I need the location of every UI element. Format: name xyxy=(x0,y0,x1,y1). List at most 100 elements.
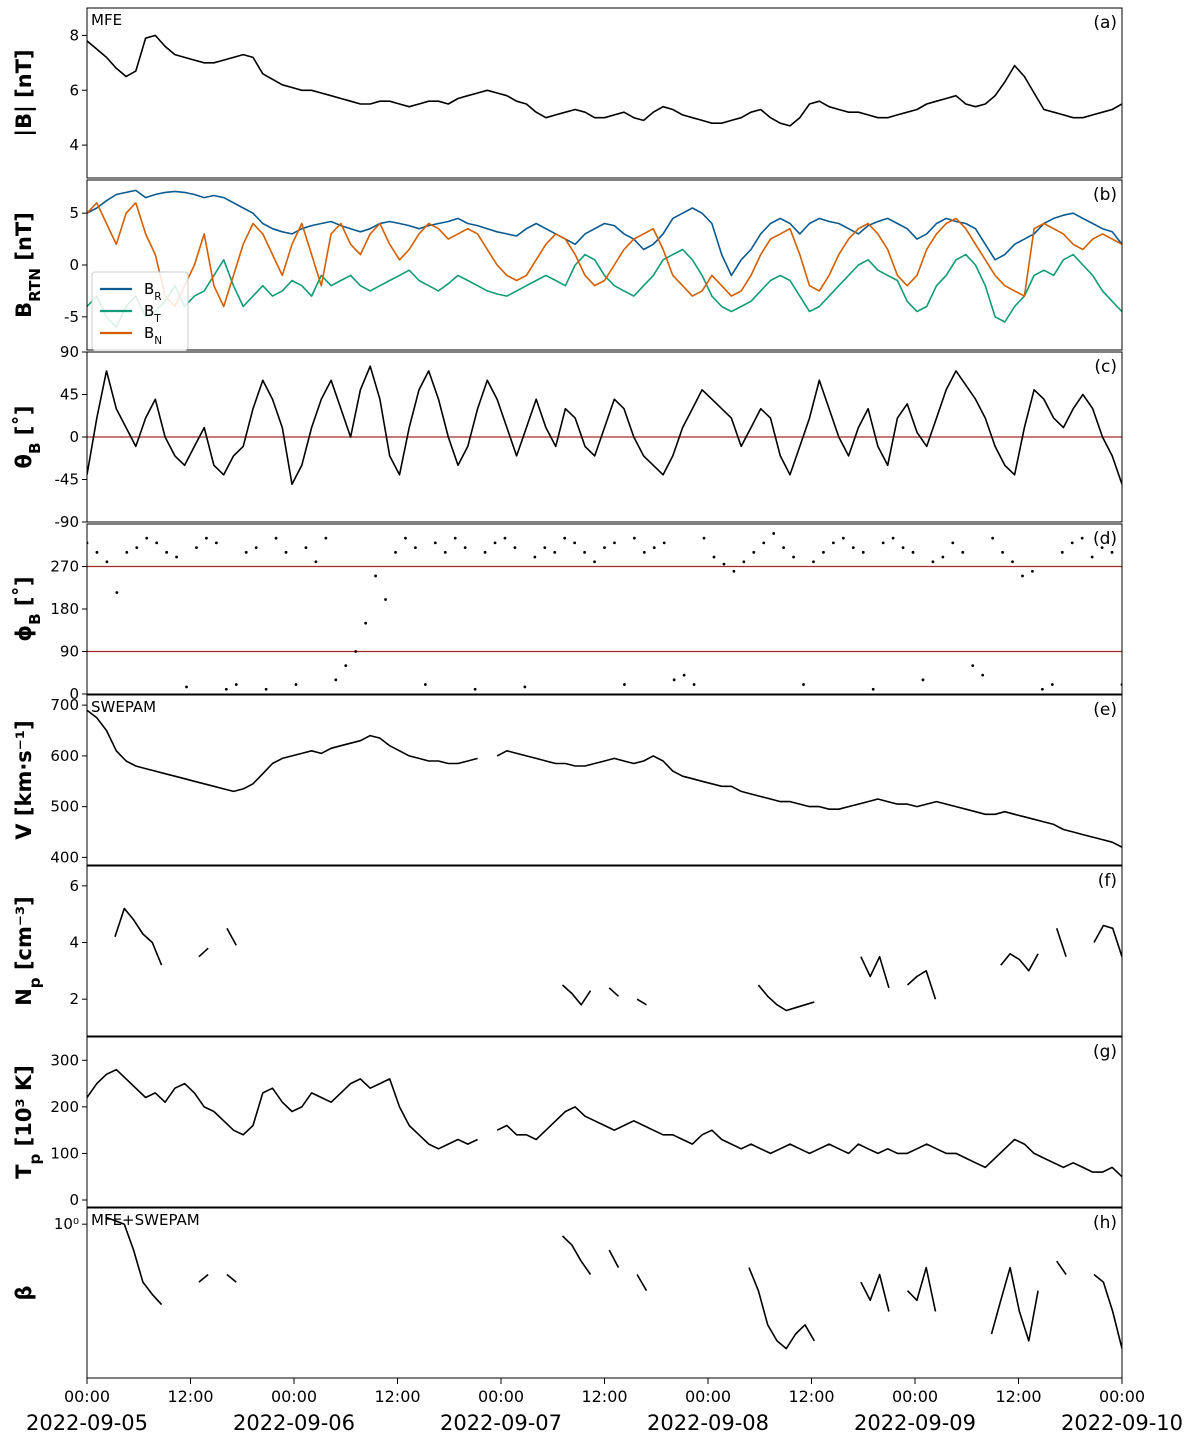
y-tick-label: 180 xyxy=(50,600,79,618)
legend-entry: BT xyxy=(144,302,161,325)
data-point xyxy=(304,546,308,550)
y-tick-label: 600 xyxy=(50,747,79,765)
panel-label: (f) xyxy=(1098,871,1117,891)
data-point xyxy=(871,687,875,691)
y-axis-label: Np [cm⁻³] xyxy=(12,896,44,1006)
y-tick-label: 270 xyxy=(50,558,79,576)
data-point xyxy=(254,546,258,550)
data-point xyxy=(344,664,348,668)
data-point xyxy=(573,541,577,545)
data-point xyxy=(443,550,447,554)
data-point xyxy=(364,621,368,625)
data-point xyxy=(1050,683,1054,686)
axes-frame xyxy=(86,179,1123,351)
data-point xyxy=(792,555,795,559)
y-tick-label: -45 xyxy=(55,471,80,489)
series-line-br xyxy=(87,189,1122,277)
axes-frame xyxy=(86,7,1123,179)
panel-g: 0 100 200 300 Tp [10³ K] (g) xyxy=(12,1036,1123,1209)
y-tick-label: 400 xyxy=(50,848,79,866)
data-point xyxy=(891,536,895,540)
data-point xyxy=(732,569,736,573)
data-point xyxy=(384,598,387,601)
x-tick-time: 00:00 xyxy=(685,1387,731,1406)
data-point xyxy=(155,541,159,545)
data-point xyxy=(314,560,318,564)
data-point xyxy=(1060,550,1064,554)
y-tick-label: 4 xyxy=(69,136,79,154)
panel-label: (b) xyxy=(1093,185,1117,205)
y-tick-label: 700 xyxy=(50,696,79,714)
data-point xyxy=(1040,687,1044,691)
y-tick-label: 100 xyxy=(50,1144,79,1162)
legend-entry: BR xyxy=(144,280,162,303)
data-point xyxy=(583,550,586,554)
y-tick-label: 90 xyxy=(60,343,79,361)
panel-e: 400 500 600 700 V [km·s⁻¹] (e) SWEPAM xyxy=(12,694,1123,866)
data-point xyxy=(513,546,517,550)
instrument-label: MFE+SWEPAM xyxy=(91,1211,200,1229)
y-axis-label: Tp [10³ K] xyxy=(12,1065,44,1179)
data-point xyxy=(95,550,99,554)
data-point xyxy=(613,541,616,545)
y-axis-label: |B| [nT] xyxy=(12,49,37,136)
data-point xyxy=(841,536,845,540)
y-tick-label: 6 xyxy=(69,81,79,99)
series-line-a-0 xyxy=(87,34,1122,127)
data-point xyxy=(772,532,776,535)
y-tick-label: 0 xyxy=(69,256,79,274)
data-point xyxy=(553,550,557,554)
y-tick-label: 6 xyxy=(69,877,79,895)
x-tick-date: 2022-09-06 xyxy=(233,1411,355,1435)
data-point xyxy=(971,664,975,668)
axes-frame xyxy=(86,865,1123,1037)
series-line-e-0 xyxy=(87,709,1122,848)
y-tick-label: 8 xyxy=(69,26,79,44)
data-point xyxy=(722,562,726,566)
data-point xyxy=(831,541,835,545)
series-line-bn xyxy=(87,202,1122,308)
data-point xyxy=(802,683,805,686)
panel-h: 10⁰ β (h) MFE+SWEPAM xyxy=(12,1207,1123,1379)
data-point xyxy=(1080,536,1084,540)
data-point xyxy=(205,536,208,540)
series-line-bt xyxy=(87,248,1122,328)
data-point xyxy=(991,536,995,540)
axes-frame xyxy=(86,523,1123,695)
legend-entry: BN xyxy=(144,324,162,347)
series-line-f-0 xyxy=(114,907,1122,1012)
data-point xyxy=(981,673,985,677)
data-point xyxy=(712,555,716,559)
data-point xyxy=(1031,569,1034,573)
data-point xyxy=(165,550,169,554)
y-tick-label: 0 xyxy=(69,1191,79,1209)
panel-f: 2 4 6 Np [cm⁻³] (f) xyxy=(12,865,1123,1037)
data-point xyxy=(1110,550,1114,554)
data-point xyxy=(642,550,646,554)
panel-a: 4 6 8 |B| [nT] (a) MFE xyxy=(12,7,1123,179)
data-point xyxy=(861,550,865,554)
panel-label: (c) xyxy=(1094,357,1117,377)
x-tick-date: 2022-09-08 xyxy=(647,1411,769,1435)
y-tick-label: -5 xyxy=(64,308,79,326)
x-tick-time: 00:00 xyxy=(64,1387,110,1406)
plot-area-e xyxy=(87,709,1122,848)
panel-label: (e) xyxy=(1093,700,1117,720)
data-point xyxy=(105,560,109,564)
data-point xyxy=(702,536,706,540)
data-point xyxy=(264,687,268,691)
data-point xyxy=(563,536,567,540)
data-point xyxy=(493,541,497,545)
data-point xyxy=(135,546,139,550)
plot-area-g xyxy=(87,1068,1122,1178)
data-point xyxy=(214,541,218,545)
x-tick-time: 00:00 xyxy=(892,1387,938,1406)
data-point xyxy=(374,574,378,578)
data-point xyxy=(483,550,487,554)
plot-area-h xyxy=(105,1216,1122,1350)
legend-box xyxy=(91,271,189,351)
data-point xyxy=(593,560,596,564)
data-point xyxy=(274,536,278,540)
